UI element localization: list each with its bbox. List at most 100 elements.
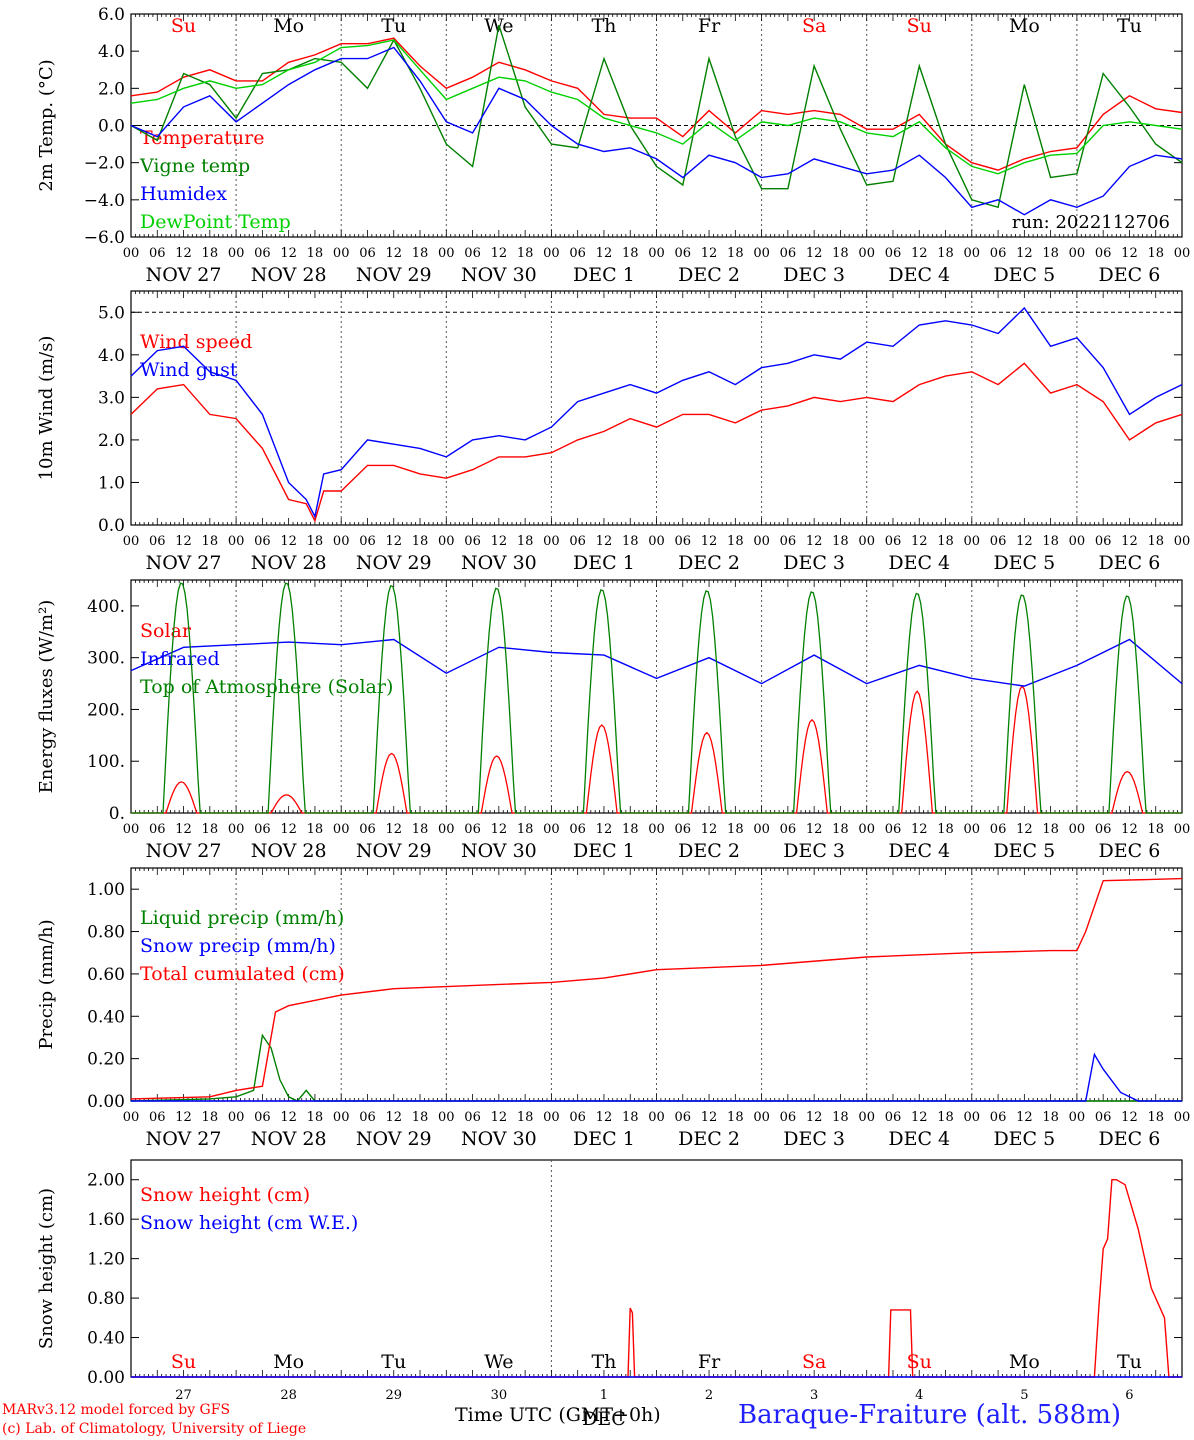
x-hour-label: 06 <box>254 1110 271 1125</box>
x-hour-label: 00 <box>648 1110 665 1125</box>
legend-snow-precip-mm-h-: Snow precip (mm/h) <box>140 935 336 957</box>
x-hour-label: 06 <box>885 1110 902 1125</box>
x-hour-label: 00 <box>858 1110 875 1125</box>
x-hour-label: 06 <box>675 246 692 261</box>
series-snow-precip-mm-h- <box>131 1052 1182 1102</box>
y-tick-label: 100. <box>87 752 125 772</box>
legend-infrared: Infrared <box>140 648 220 670</box>
series-infrared <box>130 638 1183 687</box>
series-wind-speed <box>130 362 1183 523</box>
x-date-label: NOV 30 <box>461 1128 537 1150</box>
x-hour-label: 12 <box>806 246 823 261</box>
x-date-label: DEC 3 <box>783 552 845 574</box>
x-hour-label: 00 <box>858 534 875 549</box>
x-hour-label: 12 <box>175 534 192 549</box>
x-hour-label: 06 <box>569 1110 586 1125</box>
legend-solar: Solar <box>140 620 192 642</box>
y-tick-label: 5.0 <box>98 303 125 323</box>
x-date-label: DEC 1 <box>573 264 635 286</box>
x-hour-label: 18 <box>1147 246 1164 261</box>
x-hour-label: 06 <box>990 534 1007 549</box>
legend-snow-height-cm-w-e-: Snow height (cm W.E.) <box>140 1212 358 1234</box>
x-hour-label: 06 <box>675 822 692 837</box>
x-hour-label: 06 <box>254 822 271 837</box>
weekday-label: Tu <box>1117 15 1142 37</box>
y-tick-label: 0.00 <box>87 1368 125 1388</box>
x-hour-label: 12 <box>280 1110 297 1125</box>
x-hour-label: 12 <box>596 822 613 837</box>
x-hour-label: 06 <box>359 534 376 549</box>
x-hour-label: 06 <box>464 246 481 261</box>
x-hour-label: 06 <box>780 534 797 549</box>
x-hour-label: 12 <box>175 822 192 837</box>
x-hour-label: 18 <box>412 246 429 261</box>
legend-top-of-atmosphere-solar-: Top of Atmosphere (Solar) <box>140 676 393 698</box>
x-hour-label: 00 <box>858 246 875 261</box>
x-hour-label: 12 <box>1016 1110 1033 1125</box>
x-hour-label: 12 <box>806 534 823 549</box>
weekday-label: Su <box>907 1351 932 1373</box>
x-date-label: DEC 2 <box>678 264 740 286</box>
x-hour-label: 00 <box>228 246 245 261</box>
y-tick-label: 4.0 <box>98 42 125 62</box>
x-hour-label: 00 <box>1069 534 1086 549</box>
x-hour-label: 18 <box>202 822 219 837</box>
x-hour-label: 00 <box>1069 246 1086 261</box>
x-hour-label: 06 <box>885 534 902 549</box>
x-hour-label: 00 <box>333 1110 350 1125</box>
x-hour-label: 18 <box>412 1110 429 1125</box>
y-tick-label: 6.0 <box>98 5 125 25</box>
x-hour-label: 00 <box>333 246 350 261</box>
x-day-number: 29 <box>385 1388 402 1403</box>
x-date-label: NOV 27 <box>146 552 222 574</box>
weekday-label: Th <box>591 15 616 37</box>
x-hour-label: 00 <box>753 534 770 549</box>
x-date-label: NOV 29 <box>356 264 432 286</box>
y-tick-label: 4.0 <box>98 346 125 366</box>
x-hour-label: 18 <box>937 246 954 261</box>
x-hour-label: 18 <box>622 534 639 549</box>
x-hour-label: 12 <box>806 1110 823 1125</box>
x-hour-label: 00 <box>753 1110 770 1125</box>
x-date-label: DEC 3 <box>783 264 845 286</box>
y-tick-label: 0.40 <box>87 1329 125 1349</box>
x-date-label: DEC 2 <box>678 1128 740 1150</box>
x-hour-label: 06 <box>990 246 1007 261</box>
x-date-label: NOV 27 <box>146 840 222 862</box>
x-hour-label: 18 <box>727 822 744 837</box>
x-hour-label: 18 <box>202 246 219 261</box>
x-hour-label: 06 <box>149 246 166 261</box>
weekday-label: Tu <box>1117 1351 1142 1373</box>
x-hour-label: 12 <box>175 1110 192 1125</box>
x-hour-label: 00 <box>438 822 455 837</box>
x-hour-label: 00 <box>648 822 665 837</box>
y-tick-label: 1.60 <box>87 1210 125 1230</box>
x-hour-label: 00 <box>123 822 140 837</box>
x-hour-label: 00 <box>543 534 560 549</box>
x-day-number: 28 <box>280 1388 297 1403</box>
x-hour-label: 00 <box>964 1110 981 1125</box>
x-hour-label: 18 <box>202 1110 219 1125</box>
x-hour-label: 18 <box>307 534 324 549</box>
y-tick-label: 0.40 <box>87 1007 125 1027</box>
x-hour-label: 18 <box>517 822 534 837</box>
series-total-cumulated-cm- <box>130 877 1183 1100</box>
weekday-label: Tu <box>381 1351 406 1373</box>
x-hour-label: 06 <box>780 246 797 261</box>
x-hour-label: 06 <box>990 1110 1007 1125</box>
legend-wind-speed: Wind speed <box>140 331 252 353</box>
x-hour-label: 06 <box>464 822 481 837</box>
x-date-label: DEC 4 <box>888 552 950 574</box>
x-hour-label: 06 <box>780 1110 797 1125</box>
weekday-label: Tu <box>381 15 406 37</box>
x-hour-label: 12 <box>911 246 928 261</box>
x-hour-label: 00 <box>438 534 455 549</box>
x-hour-label: 00 <box>648 534 665 549</box>
x-hour-label: 06 <box>780 822 797 837</box>
x-hour-label: 06 <box>149 1110 166 1125</box>
x-hour-label: 12 <box>596 246 613 261</box>
y-axis-label: Energy fluxes (W/m²) <box>36 600 57 794</box>
x-hour-label: 06 <box>569 534 586 549</box>
weekday-label: Su <box>907 15 932 37</box>
x-hour-label: 18 <box>937 534 954 549</box>
